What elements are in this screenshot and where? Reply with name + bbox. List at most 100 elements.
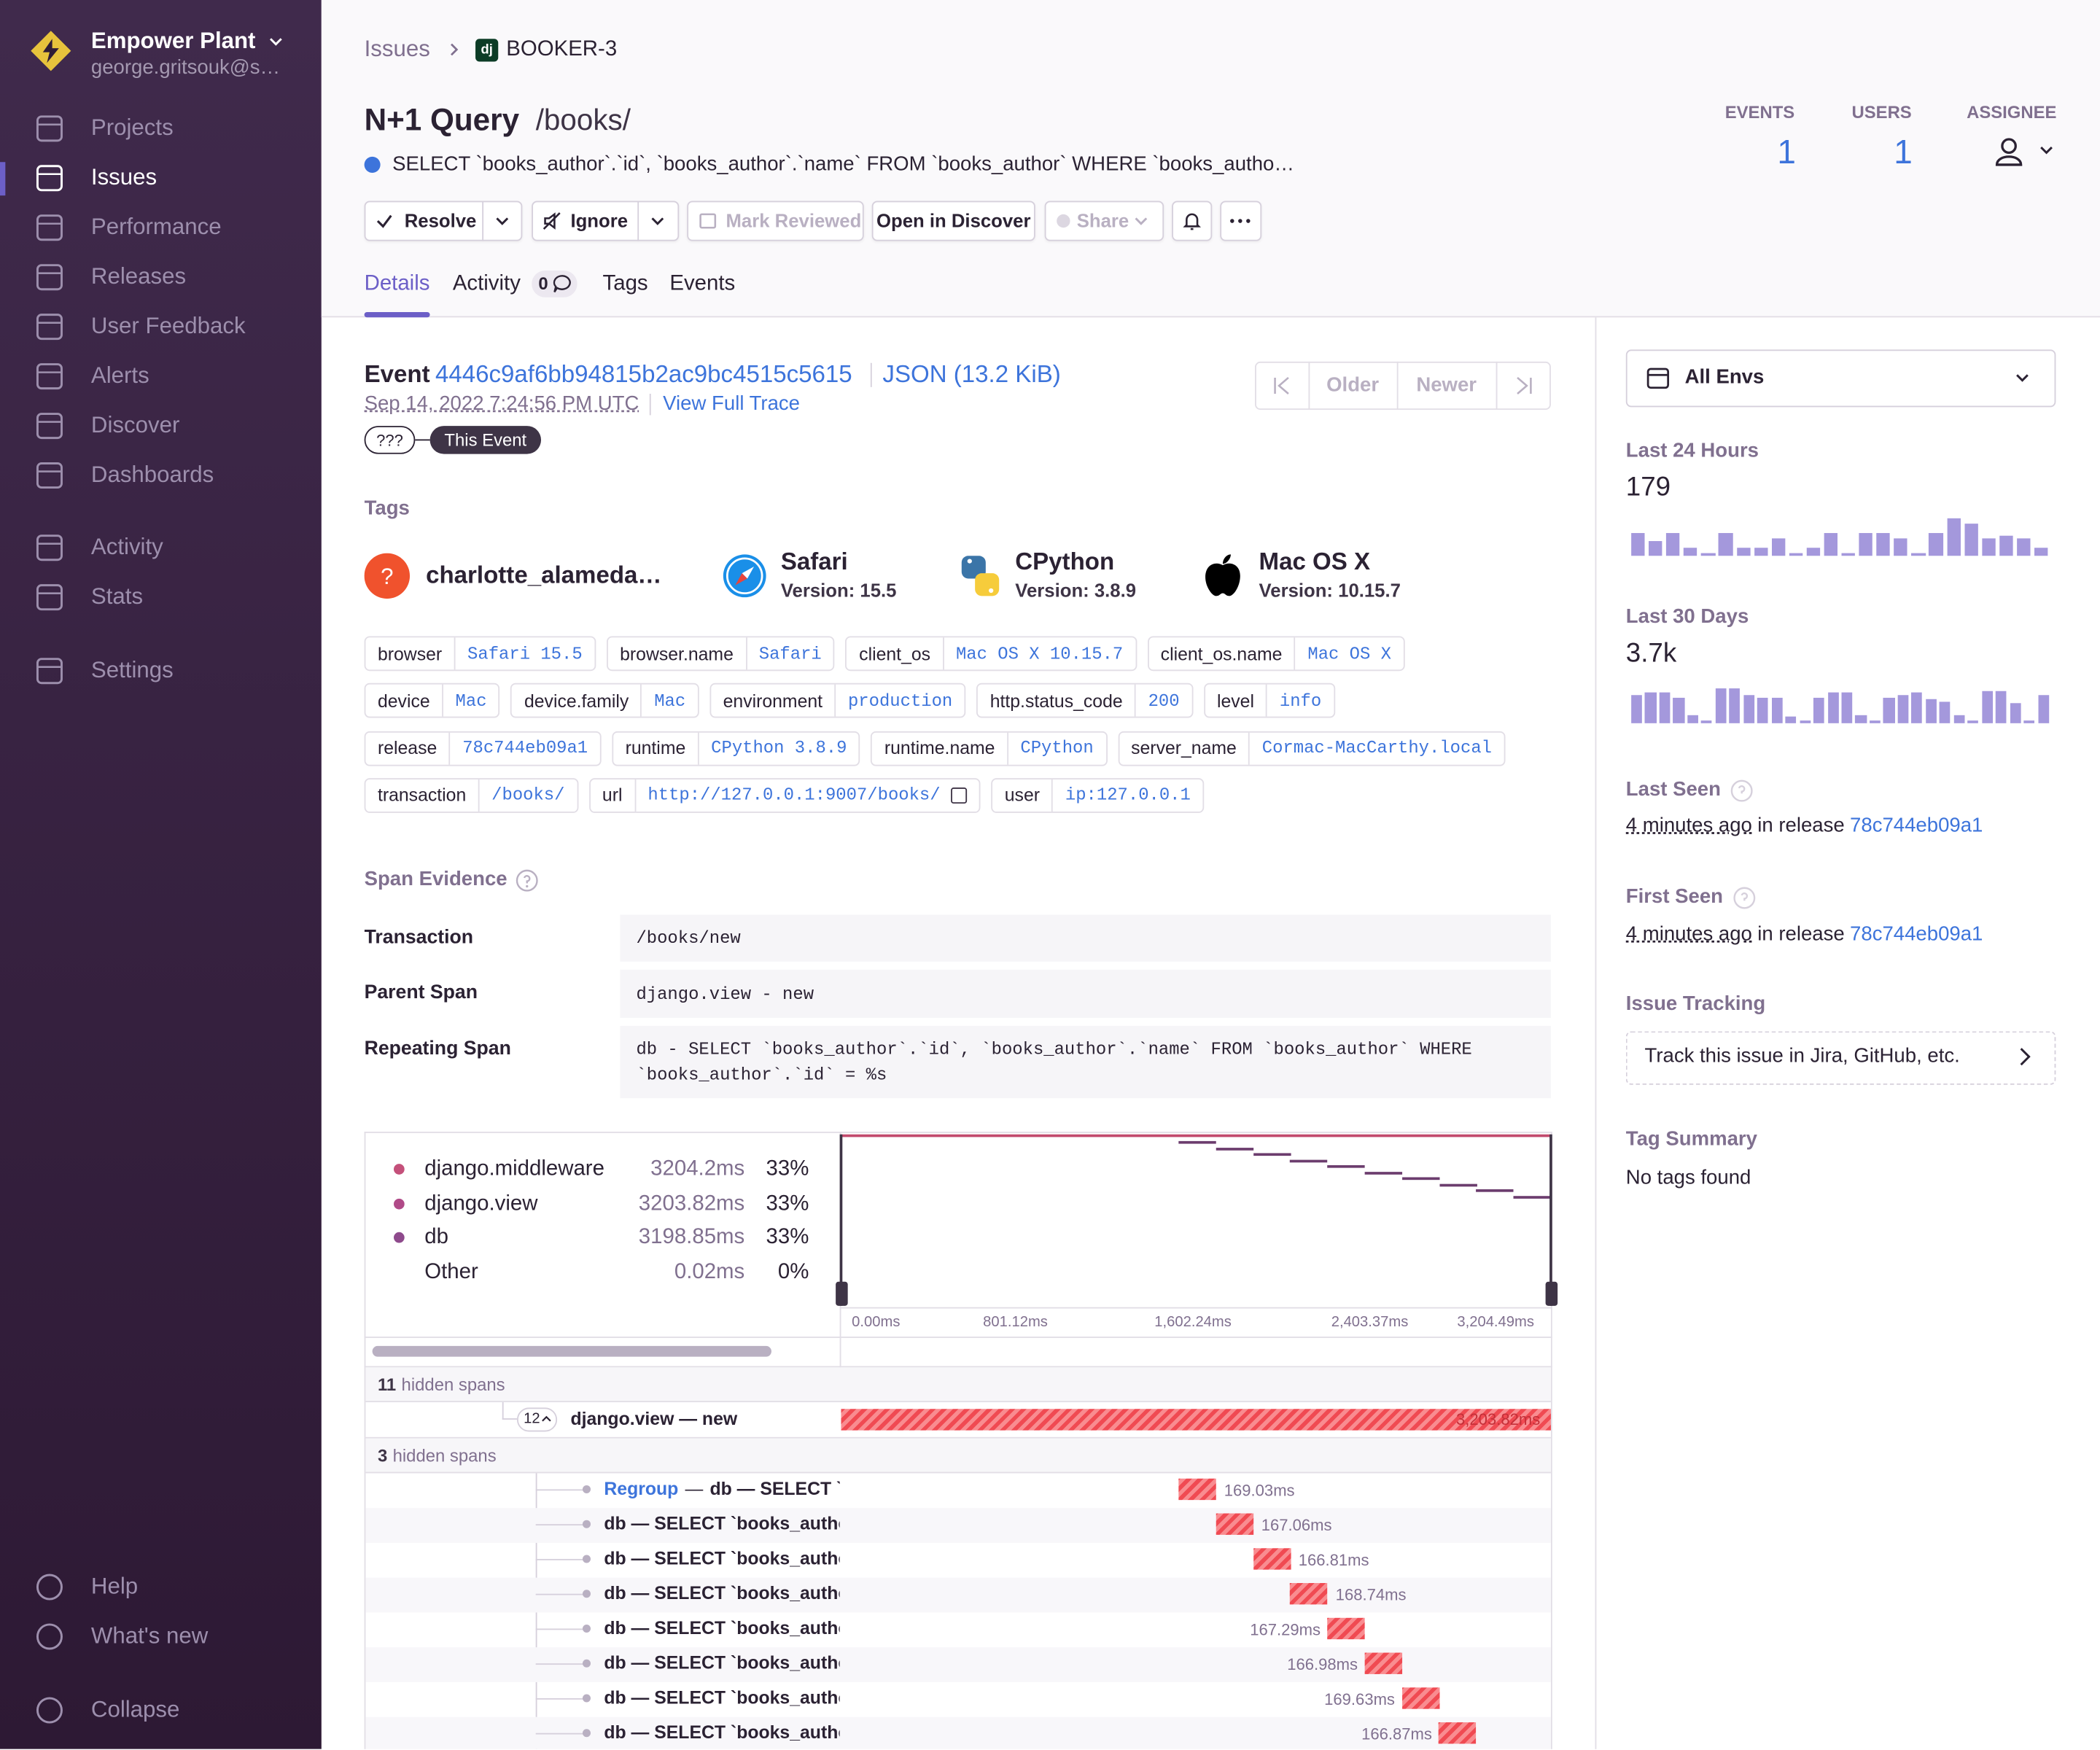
hidden-row[interactable] xyxy=(365,1438,1551,1474)
tag-pill[interactable]: client_os Mac OS X 10.15.7 xyxy=(845,636,1137,672)
tag-pill[interactable]: url http://127.0.0.1:9007/books/ xyxy=(588,777,981,813)
span-label: db — SELECT `books_author` xyxy=(604,1652,840,1673)
nav-item[interactable]: Projects xyxy=(90,114,174,141)
open-discover-button[interactable] xyxy=(871,201,1035,241)
icon-part xyxy=(735,573,747,586)
stat-value[interactable]: 1 xyxy=(1894,133,1913,172)
footer-item[interactable]: Collapse xyxy=(90,1696,180,1722)
scrollbar-thumb[interactable] xyxy=(372,1345,771,1357)
span-row[interactable]: db — SELECT `books_author` xyxy=(604,1511,839,1538)
span-duration: 169.03ms xyxy=(1224,1481,1295,1500)
breadcrumb-link[interactable]: Issues xyxy=(364,36,430,62)
span-row[interactable]: db — SELECT `books_author` xyxy=(604,1719,839,1746)
event-id[interactable]: 4446c9af6bb94815b2ac9bc4515c5615 xyxy=(435,360,852,388)
collapse-icon xyxy=(541,1415,552,1426)
spark-bar xyxy=(1883,697,1895,723)
env-select[interactable] xyxy=(1625,349,2056,408)
spark-bar xyxy=(1946,518,1961,556)
nav-icon-svg xyxy=(36,363,63,390)
seen-ago: 4 minutes ago xyxy=(1625,814,1752,837)
tag-pill[interactable]: level info xyxy=(1203,683,1335,719)
tree-line xyxy=(535,1593,584,1595)
tag-pill[interactable]: runtime CPython 3.8.9 xyxy=(612,731,860,766)
tracking-box[interactable] xyxy=(1625,1031,2056,1085)
hidden-label: 11 hidden spans xyxy=(378,1374,505,1396)
footer-item[interactable]: What's new xyxy=(90,1622,209,1649)
tag-pill[interactable]: browser Safari 15.5 xyxy=(364,636,596,672)
nav-item[interactable]: Releases xyxy=(90,263,187,289)
span-row[interactable]: db — SELECT `books_author` xyxy=(604,1580,839,1607)
span-row[interactable]: db — SELECT `books_author` xyxy=(604,1650,839,1677)
spark-bar xyxy=(1785,716,1797,723)
op-name: django.view xyxy=(424,1192,538,1216)
resolve-button[interactable] xyxy=(364,201,523,241)
icon-part xyxy=(544,212,556,230)
breadcrumb-sep-svg xyxy=(451,43,459,56)
tag-pill[interactable]: runtime.name CPython xyxy=(871,731,1108,766)
tag-value: info xyxy=(1266,685,1334,718)
mark-reviewed-button xyxy=(687,201,864,241)
trace-link[interactable]: View Full Trace xyxy=(663,392,801,416)
nav-icon-svg xyxy=(36,413,63,440)
tag-pill[interactable]: browser.name Safari xyxy=(606,636,836,672)
nav-item[interactable]: Activity xyxy=(90,534,163,560)
stat-label: USERS xyxy=(1851,101,1912,122)
tag-pill[interactable]: http.status_code 200 xyxy=(976,683,1193,719)
button-label: Ignore xyxy=(570,209,629,232)
icon-part xyxy=(2020,1048,2031,1066)
tag-pill[interactable]: server_name Cormac-MacCarthy.local xyxy=(1117,731,1506,766)
tab[interactable]: Events xyxy=(669,272,736,295)
nav-button[interactable]: Older xyxy=(1326,373,1380,397)
tag-key: release xyxy=(377,738,438,758)
minimap-grip[interactable] xyxy=(836,1281,848,1306)
op-duration: 3203.82ms xyxy=(638,1192,745,1216)
tag-pill[interactable]: release 78c744eb09a1 xyxy=(364,731,602,766)
span-row[interactable]: Regroup —db — SELECT `books_author` xyxy=(604,1476,839,1503)
span-bar xyxy=(1439,1722,1477,1744)
bell-icon xyxy=(1181,210,1202,231)
child-count[interactable] xyxy=(516,1407,558,1432)
span-row[interactable]: db — SELECT `books_author` xyxy=(604,1685,839,1712)
tab[interactable]: Details xyxy=(364,272,430,295)
release-link[interactable]: 78c744eb09a1 xyxy=(1850,814,1983,837)
tag-value: CPython 3.8.9 xyxy=(697,731,859,765)
span-row[interactable]: db — SELECT `books_author` xyxy=(604,1615,839,1642)
nav-item[interactable]: Dashboards xyxy=(90,462,214,488)
nav-item[interactable]: Discover xyxy=(90,412,180,438)
footer-item[interactable]: Help xyxy=(90,1573,139,1599)
tab[interactable]: Tags xyxy=(602,272,648,295)
spark-bar xyxy=(1929,532,1943,556)
release-link[interactable]: 78c744eb09a1 xyxy=(1850,922,1983,946)
nav-button[interactable]: Newer xyxy=(1416,373,1477,397)
nav-item[interactable]: Settings xyxy=(90,657,174,683)
minimap-grip[interactable] xyxy=(1545,1281,1558,1306)
stat-value[interactable]: 1 xyxy=(1777,133,1796,172)
minimap-span xyxy=(1327,1164,1365,1168)
nav-item[interactable]: Alerts xyxy=(90,362,149,389)
tab[interactable]: Activity xyxy=(452,272,521,295)
tag-pill[interactable]: device.family Mac xyxy=(510,683,699,719)
regroup-link[interactable]: Regroup xyxy=(604,1478,679,1499)
hidden-row[interactable] xyxy=(365,1367,1551,1403)
nav-icon xyxy=(35,114,64,143)
span-row[interactable]: db — SELECT `books_author` xyxy=(604,1546,839,1573)
separator: — xyxy=(685,1478,704,1499)
icon-part xyxy=(36,1697,63,1724)
tag-pill[interactable]: device Mac xyxy=(364,683,500,719)
tag-pill[interactable]: transaction/books/ xyxy=(364,777,578,813)
tag-pill[interactable]: user ip:127.0.0.1 xyxy=(991,777,1205,813)
org-name[interactable]: Empower Plant xyxy=(90,28,256,54)
tag-pill[interactable]: environment production xyxy=(709,683,966,719)
footer-icon xyxy=(35,1622,64,1651)
nav-item[interactable]: Stats xyxy=(90,583,144,610)
tag-pill[interactable]: client_os.name Mac OS X xyxy=(1147,636,1405,672)
json-link[interactable]: JSON (13.2 KiB) xyxy=(882,360,1061,388)
nav-item[interactable]: Performance xyxy=(90,214,222,240)
nav-item[interactable]: User Feedback xyxy=(90,313,246,339)
spark-bar xyxy=(1911,553,1926,556)
dots-icon-svg xyxy=(1230,219,1251,223)
nav-item[interactable]: Issues xyxy=(90,164,158,190)
bookmark-button[interactable] xyxy=(1172,201,1213,241)
org-logo-svg xyxy=(31,31,71,71)
